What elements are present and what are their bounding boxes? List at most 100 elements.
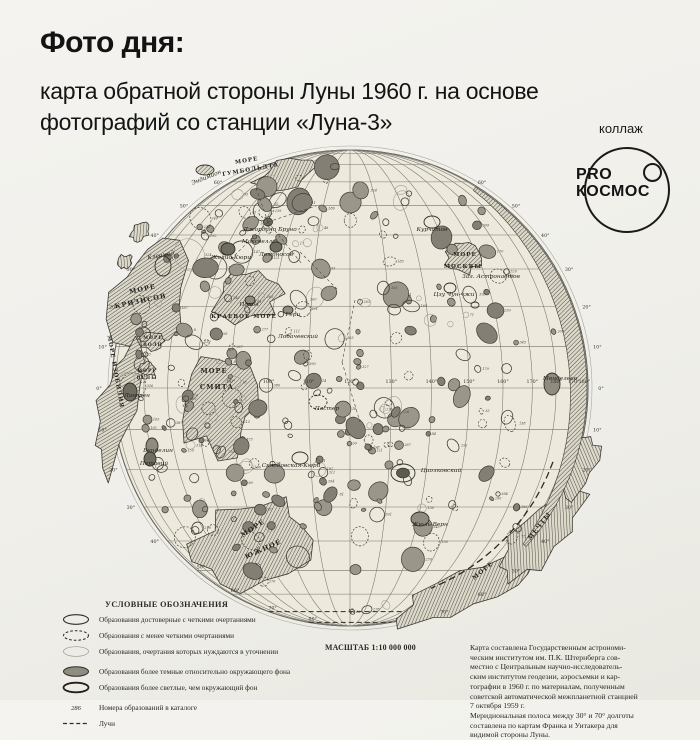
grid-tick-label: 10° (593, 345, 602, 351)
ellipse-filled-icon (60, 665, 92, 678)
svg-text:337: 337 (267, 508, 274, 512)
map-feature-label: ВОЛН (143, 343, 163, 348)
grid-tick-label: 180° (550, 379, 562, 385)
map-feature-label: Венделин (142, 448, 173, 454)
rays-icon (60, 717, 92, 730)
map-feature-label: Попов (238, 302, 259, 308)
svg-text:4: 4 (408, 293, 411, 297)
svg-text:290: 290 (494, 497, 502, 501)
ellipse-solid-icon (60, 613, 92, 626)
orbiting-moon-icon (643, 163, 662, 182)
grid-tick-label: 120° (344, 379, 356, 385)
grid-tick-label: 20° (109, 467, 118, 473)
svg-text:386: 386 (328, 207, 335, 211)
map-feature-label: МОРЕ (143, 336, 162, 341)
svg-text:100: 100 (205, 438, 212, 442)
svg-text:46: 46 (323, 226, 329, 230)
grid-tick-label: 40° (541, 233, 550, 239)
svg-text:209: 209 (556, 330, 564, 334)
svg-text:356: 356 (147, 384, 154, 388)
svg-text:16: 16 (194, 394, 199, 398)
map-feature-label: Жолио-Кюри (210, 255, 251, 261)
map-feature-label: Циолковский (421, 468, 462, 474)
svg-text:187: 187 (181, 306, 188, 310)
svg-text:18: 18 (352, 407, 357, 411)
credit-line: составлена по картам Франка и Уитакера д… (470, 720, 618, 730)
legend-item-label: Образования более темные относительно ок… (99, 666, 291, 676)
svg-text:69: 69 (353, 442, 358, 446)
map-feature-label: Менделеев (542, 376, 578, 382)
map-feature-label: МОРЕ (200, 367, 227, 375)
grid-tick-label: 110° (303, 379, 315, 385)
map-feature-label: Жюль-Верн (411, 522, 448, 528)
svg-text:183: 183 (397, 260, 403, 264)
svg-text:121: 121 (273, 256, 279, 260)
legend-item: Образования более светлые, чем окружающи… (60, 681, 290, 694)
legend-item: Образования с менее четкими очертаниями (60, 629, 290, 642)
svg-text:259: 259 (503, 309, 511, 313)
svg-text:106: 106 (254, 465, 261, 469)
svg-text:5: 5 (222, 291, 224, 295)
credit-line: Карта составлена Государственным астроно… (470, 643, 626, 652)
grid-tick-label: 50° (512, 204, 521, 210)
svg-text:277: 277 (261, 328, 269, 332)
svg-text:11: 11 (322, 459, 326, 463)
svg-text:18: 18 (242, 380, 247, 384)
grid-tick-label: 30° (127, 505, 136, 511)
svg-text:369: 369 (190, 397, 197, 401)
grid-tick-label: 40° (150, 539, 159, 545)
svg-text:287: 287 (403, 443, 411, 447)
legend-item-label: Образования с менее четкими очертаниями (99, 631, 235, 641)
grid-tick-label: 20° (582, 305, 591, 311)
map-feature-label: Пастер (314, 406, 340, 412)
legend-item: Образования, очертания которых нуждаются… (60, 645, 290, 658)
map-feature-label: Клеомед (146, 251, 175, 262)
svg-text:187: 187 (327, 467, 334, 471)
svg-text:81: 81 (340, 493, 344, 497)
legend-title: УСЛОВНЫЕ ОБОЗНАЧЕНИЯ (105, 600, 229, 609)
svg-text:324: 324 (205, 253, 211, 257)
grid-tick-label: 40° (150, 233, 159, 239)
svg-text:399: 399 (483, 223, 490, 227)
credit-line: 7 октября 1959 г. (470, 701, 525, 711)
svg-text:14: 14 (322, 379, 326, 383)
legend-item-label: Образования более светлые, чем окружающи… (99, 683, 258, 693)
grid-tick-label: 70° (268, 606, 277, 612)
grid-tick-label: 160° (497, 379, 509, 385)
svg-text:384: 384 (501, 492, 507, 496)
svg-text:387: 387 (176, 421, 183, 425)
map-feature-label: ПЕНЫ (137, 376, 158, 381)
svg-text:179: 179 (482, 367, 489, 371)
pro-kosmos-logo (584, 147, 670, 233)
svg-text:375: 375 (246, 437, 252, 441)
svg-text:345: 345 (433, 525, 439, 529)
credit-line: местно с Центральным научно-исследовател… (470, 662, 623, 672)
map-credits: Карта составлена Государственным астроно… (470, 643, 692, 740)
svg-text:17: 17 (300, 242, 305, 246)
legend-item-label: Лучи (99, 718, 115, 728)
svg-text:390: 390 (309, 362, 316, 366)
ellipse-light-icon (60, 645, 92, 658)
grid-tick-label: 130° (386, 379, 398, 385)
ellipse-bold-icon (60, 681, 92, 694)
svg-text:75: 75 (521, 535, 525, 539)
grid-tick-label: 10° (98, 345, 107, 351)
svg-text:335: 335 (391, 286, 397, 290)
map-feature-label: МОРЕ (453, 252, 477, 258)
svg-text:150: 150 (187, 448, 194, 452)
grid-tick-label: 100° (263, 379, 275, 385)
grid-tick-label: 150° (463, 379, 475, 385)
map-feature-label: МОРЕ (235, 156, 259, 166)
map-legend: УСЛОВНЫЕ ОБОЗНАЧЕНИЯ Образования достове… (60, 600, 290, 730)
map-scale-text: МАСШТАБ 1:10 000 000 (325, 643, 416, 652)
credit-line: тографии в 1960 г. по материалам, получе… (470, 681, 625, 691)
svg-text:71: 71 (470, 313, 474, 317)
svg-text:276: 276 (385, 407, 393, 411)
grid-tick-label: 60° (214, 180, 223, 186)
map-feature-label: Петавий (139, 461, 169, 467)
legend-item: Лучи (60, 717, 290, 730)
map-feature-label: Джордано Бруно (242, 227, 297, 233)
svg-text:169: 169 (421, 304, 428, 308)
svg-text:320: 320 (510, 270, 517, 274)
legend-item: Образования более темные относительно ок… (60, 665, 290, 678)
